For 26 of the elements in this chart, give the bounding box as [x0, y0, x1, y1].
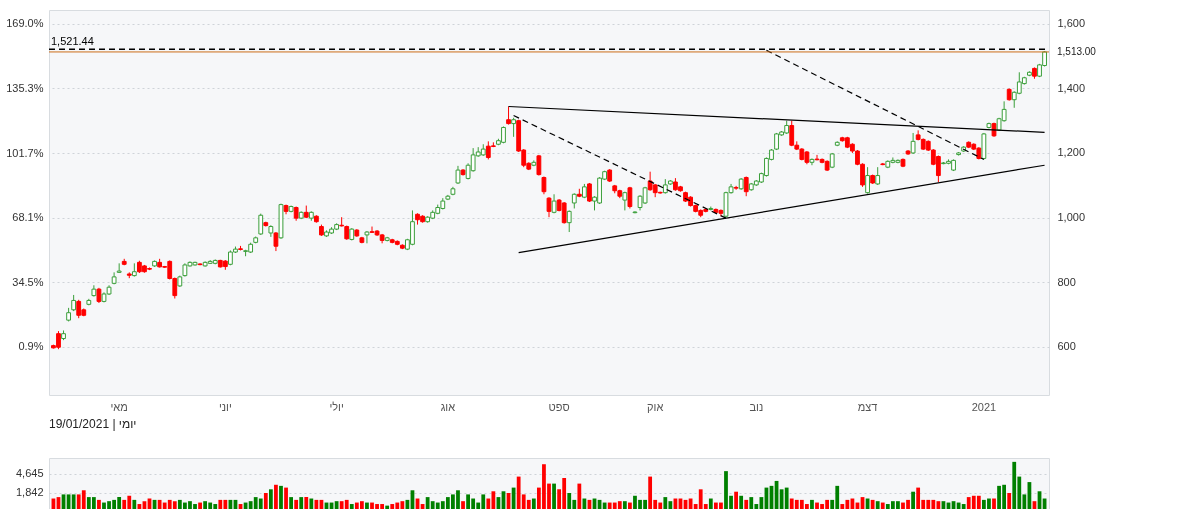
x-tick-label: יולי: [329, 400, 344, 413]
ref-line-label: 1,521.44: [51, 35, 94, 48]
x-tick-label: נוב: [749, 400, 764, 413]
y2-tick-label: 101.7%: [6, 146, 44, 159]
x-tick-label: יוני: [218, 400, 232, 413]
y-tick-label: 1,400: [1057, 81, 1086, 94]
y-tick-label: 1,000: [1057, 211, 1086, 224]
y-tick-label: 1,200: [1057, 146, 1086, 159]
y2-tick-label: 135.3%: [6, 82, 44, 95]
x-tick-label: מאי: [110, 400, 128, 413]
text: 19/01/2021 | יומי: [49, 417, 137, 431]
x-tick-label: אוג: [440, 400, 456, 413]
y-tick-label: 800: [1057, 275, 1076, 288]
ref-line-label: 1,513.00: [1057, 45, 1097, 57]
y-tick-label: 600: [1057, 340, 1076, 353]
y2-tick-label: 169.0%: [6, 17, 44, 30]
y2-tick-label: 68.1%: [12, 211, 44, 224]
y2-tick-label: 34.5%: [12, 275, 44, 288]
y-tick-label: 1,600: [1057, 17, 1086, 30]
x-tick-label: דצמ: [857, 400, 878, 413]
x-tick-label: 2021: [971, 400, 997, 413]
y-tick-label: 4,645: [15, 467, 44, 480]
y2-tick-label: 0.9%: [18, 340, 44, 353]
x-tick-label: אוק: [647, 400, 664, 413]
x-tick-label: ספט: [548, 400, 570, 413]
y-tick-label: 1,842: [15, 486, 44, 499]
